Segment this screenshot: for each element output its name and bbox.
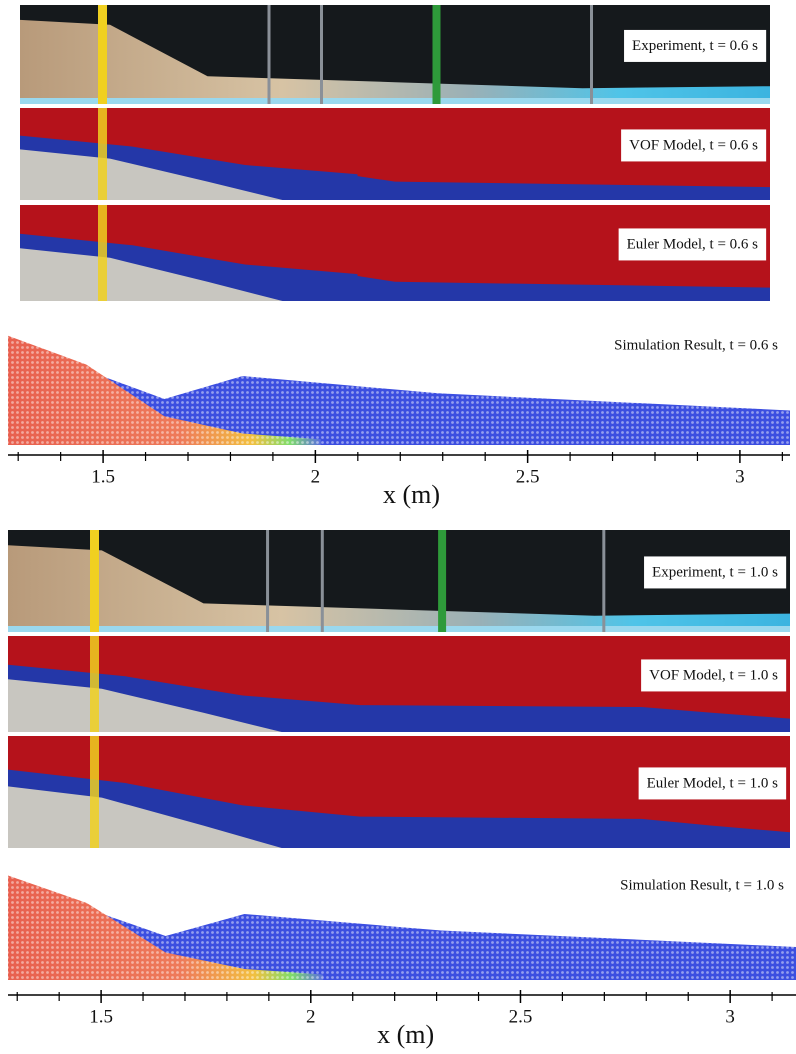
- x-tick-label: 3: [725, 1006, 735, 1027]
- x-tick-label: 1.5: [91, 466, 115, 487]
- gauge: [321, 530, 324, 632]
- gauge: [433, 5, 441, 104]
- gauge: [590, 5, 593, 104]
- panel-label: Euler Model, t = 0.6 s: [627, 236, 759, 252]
- yellow-marker: [98, 205, 107, 301]
- gauge: [266, 530, 269, 632]
- tank-floor: [8, 626, 790, 632]
- x-tick-label: 2: [311, 466, 321, 487]
- x-tick-label: 2: [306, 1006, 316, 1027]
- panel-label: Experiment, t = 1.0 s: [652, 564, 778, 580]
- gauge: [320, 5, 323, 104]
- panel-label: Simulation Result, t = 1.0 s: [620, 877, 784, 893]
- tank-floor: [20, 98, 770, 104]
- x-tick-label: 3: [735, 466, 745, 487]
- yellow-marker: [90, 530, 99, 632]
- x-tick-label: 2.5: [516, 466, 540, 487]
- x-axis-label: x (m): [383, 480, 440, 509]
- gauge: [268, 5, 271, 104]
- panel-label: Euler Model, t = 1.0 s: [647, 775, 779, 791]
- panel-label: Experiment, t = 0.6 s: [632, 38, 758, 54]
- x-tick-label: 2.5: [509, 1006, 533, 1027]
- yellow-marker: [90, 636, 99, 732]
- x-axis-label: x (m): [377, 1020, 434, 1049]
- page: {"figure": {"groups": [ {"panels": [ {"k…: [0, 0, 796, 1054]
- yellow-marker: [98, 108, 107, 200]
- figure: Experiment, t = 0.6 s VOF Model, t = 0.6 …: [0, 0, 796, 1054]
- panel-label: Simulation Result, t = 0.6 s: [614, 337, 778, 353]
- panel-label: VOF Model, t = 1.0 s: [649, 667, 778, 683]
- x-tick-label: 1.5: [89, 1006, 113, 1027]
- yellow-marker: [98, 5, 107, 104]
- gauge: [438, 530, 446, 632]
- yellow-marker: [90, 736, 99, 848]
- gauge: [602, 530, 605, 632]
- panel-label: VOF Model, t = 0.6 s: [629, 137, 758, 153]
